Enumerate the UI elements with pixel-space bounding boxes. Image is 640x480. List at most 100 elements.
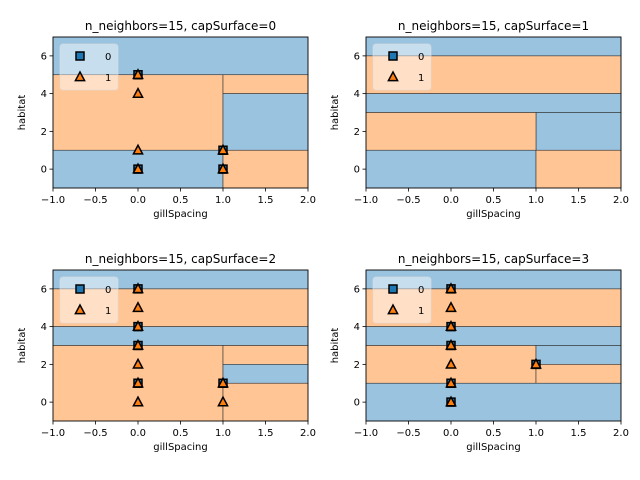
point-class-1 [445,301,457,313]
legend-label-0: 0 [418,52,424,63]
decision-region-6 [535,364,622,384]
y-tick-label: 4 [354,89,360,100]
subplot-2: −1.0 −0.5 0.0 0.5 1.0 1.5 2.0 0 2 4 6 n_neighbors=1… [330,19,629,220]
point-class-1 [445,320,457,331]
y-tick-label: 2 [354,127,360,138]
y-tick-label: 4 [41,322,47,333]
point-class-1 [217,395,229,407]
decision-region-2 [365,55,622,94]
legend-box [372,43,432,91]
legend-marker-class-0 [75,51,85,61]
x-axis-label: gillSpacing [466,209,520,220]
decision-region-7 [535,149,622,189]
x-tick-label: 1.0 [528,428,544,439]
x-axis-label: gillSpacing [153,209,207,220]
y-tick-label: 2 [41,127,47,138]
decision-region-6 [365,149,537,189]
point-class-1 [132,320,144,331]
x-axis-label: gillSpacing [466,442,520,453]
point-class-1 [132,87,144,98]
point-class-1 [132,395,144,407]
x-tick-label: 2.0 [613,428,629,439]
decision-region-4 [222,93,309,151]
y-tick-label: 6 [41,284,47,295]
legend: 01 [372,276,432,324]
decision-region-3 [222,74,309,94]
decision-region-3 [365,326,622,346]
legend-label-0: 0 [418,285,424,296]
x-tick-label: −0.5 [83,195,107,206]
y-tick-label: 0 [41,165,47,176]
subplot-3: −1.0 −0.5 0.0 0.5 1.0 1.5 2.0 0 2 4 6 n_neighbors=1… [17,252,316,453]
legend-label-1: 1 [418,73,424,84]
subplot-title: n_neighbors=15, capSurface=0 [85,19,276,33]
x-tick-label: 0.0 [443,428,459,439]
subplot-title: n_neighbors=15, capSurface=1 [398,19,589,33]
x-tick-label: 1.0 [528,195,544,206]
y-tick-label: 6 [354,51,360,62]
x-tick-label: 0.5 [486,428,502,439]
legend-marker-class-1 [74,303,86,315]
y-axis-label: habitat [330,95,341,131]
y-tick-label: 2 [41,360,47,371]
legend-label-0: 0 [105,52,111,63]
decision-region-2 [52,288,309,327]
x-tick-label: −1.0 [41,195,65,206]
legend-marker-class-1 [74,70,86,82]
x-tick-label: 2.0 [300,195,316,206]
x-tick-label: 0.0 [443,195,459,206]
point-class-1 [132,357,144,369]
y-axis-label: habitat [17,95,28,131]
x-tick-label: −0.5 [83,428,107,439]
x-tick-label: 0.0 [130,195,146,206]
point-class-1 [445,357,457,369]
decision-region-5 [222,345,309,365]
point-class-1 [217,162,229,174]
y-tick-label: 0 [41,398,47,409]
legend-label-1: 1 [418,306,424,317]
decision-region-4 [535,112,622,151]
point-class-1 [217,376,229,388]
legend: 01 [59,43,119,91]
point-class-1 [530,357,542,369]
x-tick-label: 1.5 [258,195,274,206]
legend-box [59,276,119,324]
legend-marker-class-1 [387,70,399,82]
point-class-1 [217,143,229,155]
subplot-4: −1.0 −0.5 0.0 0.5 1.0 1.5 2.0 0 2 4 6 n_neighbors=1… [330,252,629,453]
y-tick-label: 2 [354,360,360,371]
x-axis-label: gillSpacing [153,442,207,453]
subplot-title: n_neighbors=15, capSurface=2 [85,252,276,266]
x-tick-label: 0.5 [173,428,189,439]
point-class-1 [445,395,457,407]
x-tick-label: −1.0 [354,195,378,206]
legend-label-0: 0 [105,285,111,296]
decision-region-6 [222,364,309,384]
x-tick-label: 0.5 [173,195,189,206]
y-tick-label: 6 [354,284,360,295]
x-tick-label: 1.5 [571,195,587,206]
x-tick-label: 0.0 [130,428,146,439]
legend-label-1: 1 [105,73,111,84]
decision-region-3 [52,326,309,346]
x-tick-label: 1.5 [258,428,274,439]
y-axis-label: habitat [330,328,341,364]
legend: 01 [372,43,432,91]
point-class-1 [132,376,144,388]
decision-region-7 [365,382,622,422]
decision-region-5 [365,112,537,151]
point-class-1 [445,338,457,350]
point-class-1 [445,376,457,388]
x-tick-label: −1.0 [41,428,65,439]
subplot-1: −1.0 −0.5 0.0 0.5 1.0 1.5 2.0 0 2 4 6 n_neighbors=1… [17,19,316,220]
legend-box [372,276,432,324]
point-class-1 [132,143,144,155]
legend-marker-class-0 [388,284,398,294]
y-tick-label: 6 [41,51,47,62]
decision-region-1 [52,36,309,76]
legend-marker-class-1 [387,303,399,315]
x-tick-label: −0.5 [396,195,420,206]
legend-label-1: 1 [105,306,111,317]
decision-region-2 [365,288,622,327]
x-tick-label: 1.5 [571,428,587,439]
